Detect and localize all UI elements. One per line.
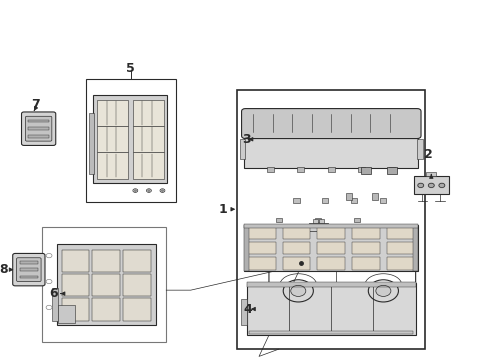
Bar: [20, 261, 38, 264]
FancyBboxPatch shape: [13, 253, 45, 286]
FancyBboxPatch shape: [241, 109, 420, 139]
Bar: [97, 99, 128, 126]
Bar: [413, 176, 448, 194]
Bar: [92, 298, 120, 321]
Bar: [123, 274, 151, 297]
Bar: [292, 198, 299, 203]
Bar: [58, 305, 75, 323]
Bar: [97, 126, 128, 152]
Bar: [97, 152, 128, 179]
Bar: [379, 198, 386, 203]
Bar: [412, 225, 417, 271]
Bar: [360, 167, 370, 174]
Circle shape: [427, 183, 433, 188]
Text: 4: 4: [243, 302, 252, 315]
Bar: [41, 227, 166, 342]
Bar: [371, 193, 377, 200]
Bar: [354, 217, 359, 222]
Bar: [317, 242, 345, 254]
Bar: [28, 127, 49, 130]
Bar: [20, 268, 38, 271]
Bar: [123, 298, 151, 321]
Bar: [133, 126, 163, 152]
Bar: [247, 257, 275, 270]
Bar: [317, 226, 345, 239]
Bar: [282, 226, 310, 239]
Bar: [386, 257, 414, 270]
Bar: [133, 152, 163, 179]
Bar: [249, 330, 412, 334]
Bar: [28, 120, 49, 122]
Bar: [244, 131, 417, 168]
Text: 8: 8: [0, 263, 8, 276]
Text: 1: 1: [218, 203, 226, 216]
Bar: [246, 282, 415, 287]
Bar: [247, 242, 275, 254]
Bar: [319, 219, 324, 223]
Circle shape: [438, 183, 444, 188]
Bar: [85, 79, 176, 202]
Bar: [57, 244, 156, 325]
Circle shape: [417, 183, 423, 188]
Bar: [20, 276, 38, 279]
Bar: [351, 242, 379, 254]
Text: 7: 7: [31, 98, 40, 111]
Circle shape: [134, 190, 136, 191]
Circle shape: [375, 285, 390, 296]
Bar: [426, 172, 435, 176]
Text: 2: 2: [423, 148, 432, 161]
Bar: [312, 219, 317, 223]
Text: 6: 6: [49, 287, 58, 300]
Bar: [52, 288, 58, 321]
Bar: [327, 167, 334, 172]
Bar: [239, 139, 245, 159]
Bar: [388, 167, 395, 172]
Bar: [92, 250, 120, 272]
Bar: [282, 257, 310, 270]
Bar: [246, 283, 415, 335]
Bar: [346, 193, 351, 200]
Bar: [351, 226, 379, 239]
Bar: [237, 90, 425, 349]
Text: 5: 5: [126, 62, 135, 75]
Bar: [61, 274, 89, 297]
Bar: [61, 298, 89, 321]
FancyBboxPatch shape: [21, 112, 56, 145]
Bar: [266, 167, 273, 172]
Bar: [123, 250, 151, 272]
Bar: [386, 167, 396, 174]
Bar: [133, 99, 163, 126]
Bar: [315, 217, 320, 222]
Bar: [61, 250, 89, 272]
Text: 3: 3: [242, 133, 251, 146]
Bar: [386, 226, 414, 239]
Bar: [297, 167, 304, 172]
Bar: [317, 257, 345, 270]
Bar: [350, 198, 357, 203]
Bar: [308, 223, 327, 231]
FancyBboxPatch shape: [25, 116, 52, 141]
Bar: [89, 113, 94, 175]
Bar: [244, 225, 417, 271]
Bar: [93, 95, 166, 183]
Bar: [92, 274, 120, 297]
Circle shape: [147, 190, 149, 191]
Bar: [386, 242, 414, 254]
Bar: [416, 139, 422, 159]
Bar: [282, 242, 310, 254]
Circle shape: [290, 285, 305, 296]
Bar: [247, 226, 275, 239]
Bar: [276, 217, 281, 222]
Circle shape: [161, 190, 163, 191]
Bar: [244, 224, 417, 228]
Bar: [244, 225, 249, 271]
FancyBboxPatch shape: [17, 258, 41, 282]
Bar: [241, 299, 247, 325]
Bar: [322, 198, 328, 203]
Bar: [358, 167, 365, 172]
Bar: [28, 135, 49, 138]
Bar: [351, 257, 379, 270]
